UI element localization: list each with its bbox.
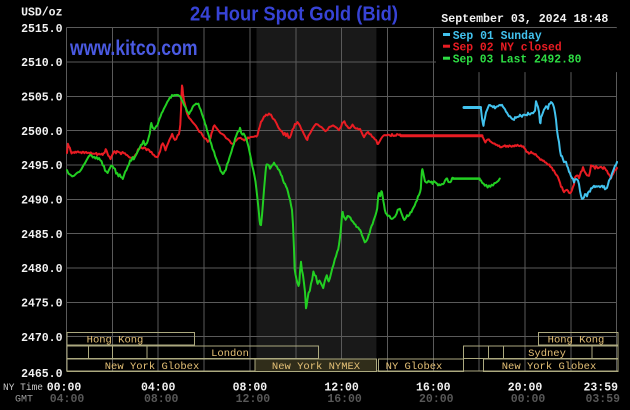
svg-text:03:59: 03:59 — [585, 393, 620, 406]
svg-text:08:00: 08:00 — [233, 382, 268, 395]
svg-text:2465.0: 2465.0 — [21, 368, 63, 381]
svg-text:12:00: 12:00 — [324, 382, 359, 395]
svg-text:USD/oz: USD/oz — [21, 7, 63, 20]
svg-text:Hong Kong: Hong Kong — [548, 335, 605, 347]
svg-text:Sep 01 Sunday: Sep 01 Sunday — [453, 30, 542, 43]
svg-text:September 03, 2024 18:48: September 03, 2024 18:48 — [441, 13, 608, 26]
svg-text:Sydney: Sydney — [528, 348, 566, 360]
svg-text:New York Globex: New York Globex — [105, 361, 200, 373]
svg-text:NY Time: NY Time — [3, 382, 43, 394]
svg-text:2485.0: 2485.0 — [21, 229, 63, 242]
svg-text:Sep 03 Last 2492.80: Sep 03 Last 2492.80 — [453, 54, 582, 67]
svg-text:2490.0: 2490.0 — [21, 195, 63, 208]
svg-text:2515.0: 2515.0 — [21, 23, 63, 36]
svg-text:16:00: 16:00 — [327, 393, 362, 406]
svg-text:04:00: 04:00 — [50, 393, 85, 406]
svg-text:2495.0: 2495.0 — [21, 160, 63, 173]
svg-text:2480.0: 2480.0 — [21, 263, 63, 276]
svg-text:New York Globex: New York Globex — [502, 361, 597, 373]
svg-text:23:59: 23:59 — [583, 382, 618, 395]
svg-text:GMT: GMT — [15, 395, 33, 406]
svg-text:2510.0: 2510.0 — [21, 57, 63, 70]
svg-text:24 Hour Spot Gold (Bid): 24 Hour Spot Gold (Bid) — [190, 4, 398, 26]
svg-text:12:00: 12:00 — [236, 393, 271, 406]
svg-text:Sep 02 NY closed: Sep 02 NY closed — [453, 42, 562, 55]
svg-text:00:00: 00:00 — [47, 382, 82, 395]
svg-text:2500.0: 2500.0 — [21, 126, 63, 139]
svg-text:www.kitco.com: www.kitco.com — [69, 37, 197, 60]
svg-text:2470.0: 2470.0 — [21, 332, 63, 345]
svg-text:Hong Kong: Hong Kong — [87, 335, 144, 347]
svg-text:16:00: 16:00 — [416, 382, 451, 395]
svg-text:2505.0: 2505.0 — [21, 92, 63, 105]
svg-text:08:00: 08:00 — [144, 393, 179, 406]
svg-text:NY Globex: NY Globex — [386, 361, 443, 373]
svg-text:2475.0: 2475.0 — [21, 298, 63, 311]
svg-text:New York NYMEX: New York NYMEX — [272, 361, 361, 373]
svg-text:20:00: 20:00 — [508, 382, 543, 395]
svg-text:20:00: 20:00 — [419, 393, 454, 406]
svg-text:London: London — [211, 348, 249, 360]
svg-text:00:00: 00:00 — [511, 393, 546, 406]
svg-text:04:00: 04:00 — [141, 382, 176, 395]
